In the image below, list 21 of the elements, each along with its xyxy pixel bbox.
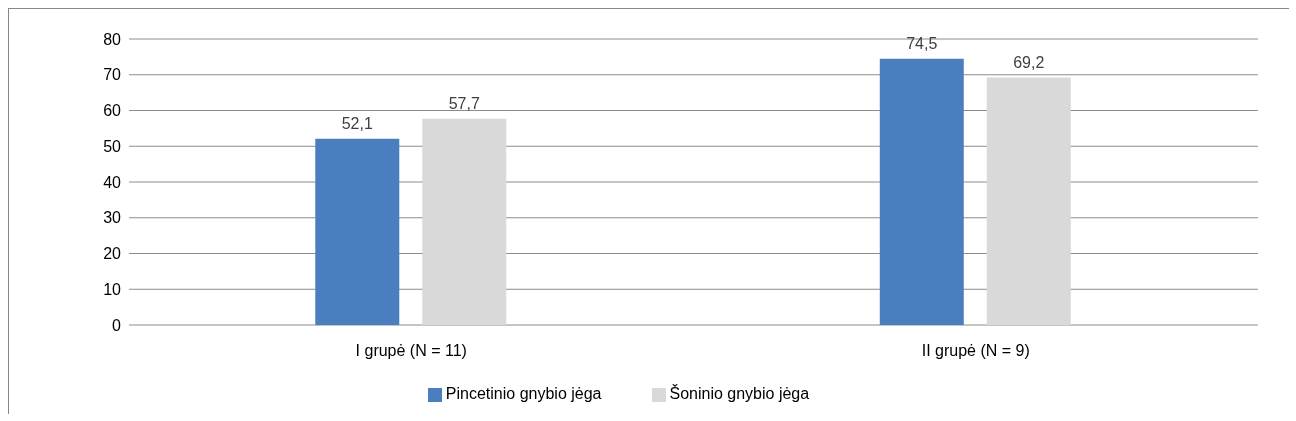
y-tick-label: 20 [103, 245, 122, 263]
legend-label: Šoninio gnybio jėga [669, 385, 810, 402]
data-label: 69,2 [1013, 53, 1045, 71]
y-tick-label: 80 [103, 30, 122, 48]
bar [986, 77, 1071, 325]
y-tick-label: 40 [103, 173, 122, 191]
legend-label: Pincetinio gnybio jėga [445, 385, 602, 402]
data-label: 74,5 [906, 34, 938, 52]
y-tick-label: 50 [103, 137, 122, 155]
bar [879, 58, 964, 325]
data-label: 57,7 [448, 94, 480, 112]
y-tick-label: 70 [103, 66, 122, 84]
x-tick-label: I grupė (N = 11) [355, 342, 467, 360]
data-label: 52,1 [341, 114, 373, 132]
bar [315, 138, 400, 325]
y-tick-label: 10 [103, 280, 122, 298]
y-tick-label: 0 [112, 316, 122, 334]
bar [422, 118, 507, 325]
y-tick-label: 60 [103, 102, 122, 120]
y-tick-label: 30 [103, 209, 122, 227]
x-tick-label: II grupė (N = 9) [921, 342, 1030, 360]
